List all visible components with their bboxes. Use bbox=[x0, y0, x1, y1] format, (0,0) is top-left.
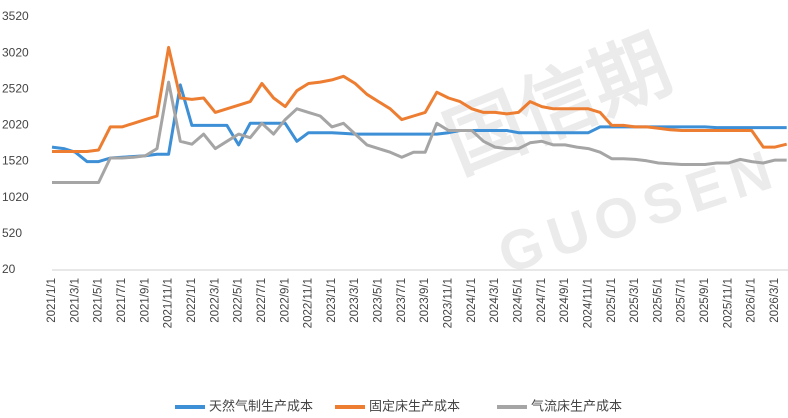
y-tick-label: 1520 bbox=[2, 154, 29, 168]
x-tick-label: 2022/7/1 bbox=[256, 278, 268, 323]
y-tick-label: 3020 bbox=[2, 45, 29, 59]
x-tick-label: 2022/5/1 bbox=[233, 278, 245, 323]
x-tick-label: 2024/9/1 bbox=[559, 278, 571, 323]
x-tick-label: 2024/7/1 bbox=[536, 278, 548, 323]
x-tick-label: 2022/1/1 bbox=[186, 278, 198, 323]
x-tick-label: 2022/9/1 bbox=[279, 278, 291, 323]
x-tick-label: 2024/5/1 bbox=[512, 278, 524, 323]
x-tick-label: 2021/1/1 bbox=[46, 278, 58, 323]
x-tick-label: 2022/3/1 bbox=[209, 278, 221, 323]
y-tick-label: 20 bbox=[2, 262, 16, 276]
y-tick-label: 3520 bbox=[2, 9, 29, 23]
x-tick-label: 2021/3/1 bbox=[69, 278, 81, 323]
x-tick-label: 2021/11/1 bbox=[163, 278, 175, 328]
x-tick-label: 2025/7/1 bbox=[676, 278, 688, 323]
x-tick-label: 2023/7/1 bbox=[396, 278, 408, 323]
x-tick-label: 2023/1/1 bbox=[326, 278, 338, 323]
x-tick-label: 2025/9/1 bbox=[699, 278, 711, 323]
y-tick-label: 2020 bbox=[2, 118, 29, 132]
legend-label: 气流床生产成本 bbox=[531, 398, 622, 413]
x-tick-label: 2025/3/1 bbox=[629, 278, 641, 323]
x-tick-label: 2026/1/1 bbox=[746, 278, 758, 323]
x-tick-label: 2021/5/1 bbox=[93, 278, 105, 323]
x-tick-label: 2023/3/1 bbox=[349, 278, 361, 323]
x-tick-label: 2025/1/1 bbox=[606, 278, 618, 323]
series-line bbox=[51, 83, 787, 164]
x-tick-label: 2024/3/1 bbox=[489, 278, 501, 323]
series-line bbox=[52, 80, 787, 184]
watermark-cn: 国信期 bbox=[433, 19, 683, 188]
x-tick-label: 2023/11/1 bbox=[443, 278, 455, 328]
x-tick-label: 2024/1/1 bbox=[466, 278, 478, 323]
x-tick-label: 2023/5/1 bbox=[373, 278, 385, 323]
y-tick-label: 1020 bbox=[2, 190, 29, 204]
x-tick-label: 2026/3/1 bbox=[769, 278, 781, 323]
x-tick-label: 2025/5/1 bbox=[652, 278, 664, 323]
x-tick-label: 2022/11/1 bbox=[303, 278, 315, 328]
x-tick-label: 2021/9/1 bbox=[139, 278, 151, 323]
x-tick-label: 2024/11/1 bbox=[582, 278, 594, 328]
x-tick-label: 2025/11/1 bbox=[722, 278, 734, 328]
x-tick-label: 2023/9/1 bbox=[419, 278, 431, 323]
legend-label: 固定床生产成本 bbox=[369, 398, 460, 413]
legend-label: 天然气制生产成本 bbox=[209, 398, 313, 413]
y-tick-label: 2520 bbox=[2, 81, 29, 95]
y-tick-label: 520 bbox=[2, 226, 22, 240]
x-tick-label: 2021/7/1 bbox=[116, 278, 128, 323]
series-line bbox=[52, 45, 788, 153]
